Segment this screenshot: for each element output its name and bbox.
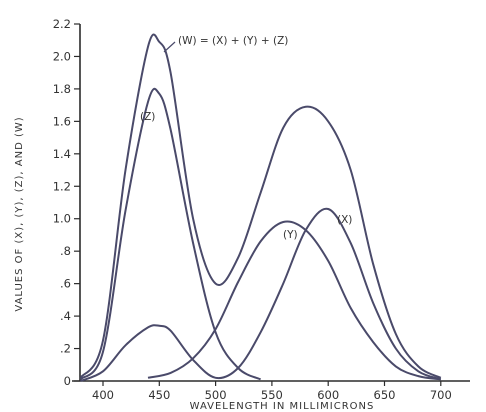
x-tick-label: 400 <box>92 388 114 402</box>
axes <box>72 24 470 382</box>
curve-z <box>79 87 262 381</box>
y-tick-label: 1.2 <box>53 179 71 193</box>
x-tick-label: 700 <box>430 388 452 402</box>
curve-x <box>80 207 442 382</box>
y-ticks: 0 .2 .4 .6 .8 1.0 1.2 1.4 1.6 1.8 2.0 2.2 <box>53 17 80 388</box>
x-tick-label: 600 <box>317 388 339 402</box>
curve-y <box>147 220 441 381</box>
y-tick-label: 2.2 <box>53 17 71 31</box>
x-tick-label: 500 <box>205 388 227 402</box>
y-tick-label: .6 <box>60 277 71 291</box>
x-tick-label: 650 <box>374 388 396 402</box>
x-axis-title: WAVELENGTH IN MILLIMICRONS <box>190 401 375 412</box>
y-tick-label: 1.0 <box>53 212 71 226</box>
y-tick-label: 1.8 <box>53 82 71 96</box>
curve-y-label: (Y) <box>283 229 298 241</box>
curves <box>79 33 442 382</box>
y-tick-label: 1.4 <box>53 147 71 161</box>
y-tick-label: 1.6 <box>53 114 71 128</box>
y-tick-label: 2.0 <box>53 49 71 63</box>
curve-w-label: (W) = (X) + (Y) + (Z) <box>178 35 288 47</box>
curve-z-label: (Z) <box>140 111 155 123</box>
y-tick-label: .8 <box>60 244 71 258</box>
curve-x-label: (X) <box>337 214 352 226</box>
curve-w <box>79 33 442 379</box>
x-tick-label: 550 <box>261 388 283 402</box>
x-ticks: 400 450 500 550 600 650 700 <box>92 381 452 402</box>
y-tick-label: 0 <box>64 374 71 388</box>
y-tick-label: .4 <box>60 309 71 323</box>
x-tick-label: 450 <box>148 388 170 402</box>
y-tick-label: .2 <box>60 342 71 356</box>
y-axis-title: VALUES OF (X), (Y), (Z), AND (W) <box>14 116 25 311</box>
curve-w-leader <box>163 41 176 53</box>
